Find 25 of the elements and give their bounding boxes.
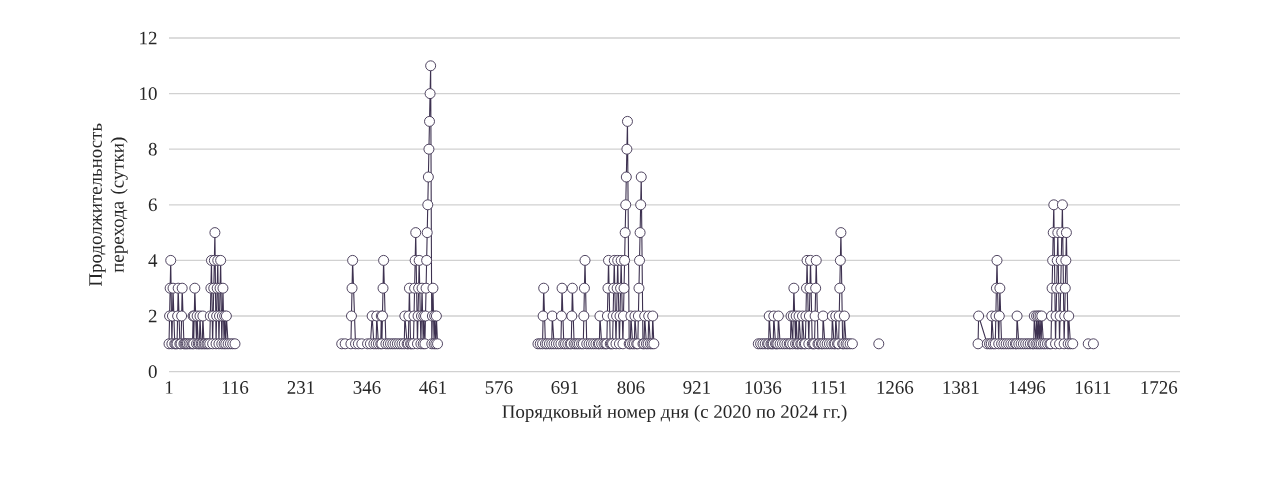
y-tick-label: 10 [140, 87, 157, 100]
x-tick-label: 1266 [877, 381, 914, 394]
y-tick-label: 0 [148, 365, 157, 378]
x-tick-label: 1 [165, 381, 173, 394]
x-tick-label: 1726 [1141, 381, 1178, 394]
x-tick-label: 1496 [1009, 381, 1046, 394]
y-tick-label: 8 [148, 142, 157, 156]
y-tick-label: 2 [148, 309, 157, 323]
x-tick-label: 1381 [943, 381, 979, 394]
x-tick-label: 1151 [811, 381, 847, 394]
x-tick-label: 921 [683, 381, 710, 394]
x-axis-title: Порядковый номер дня (с 2020 по 2024 гг.) [502, 404, 847, 422]
y-tick-label: 6 [148, 198, 157, 212]
x-tick-label: 116 [222, 381, 249, 394]
x-tick-label: 231 [287, 381, 315, 394]
x-tick-label: 691 [551, 381, 578, 394]
x-tick-label: 346 [353, 381, 381, 394]
x-tick-label: 576 [485, 381, 513, 394]
x-tick-label: 806 [617, 381, 645, 394]
y-axis-title: Продолжительность перехода (сутки) [89, 123, 128, 287]
x-tick-label: 1611 [1075, 381, 1111, 394]
y-tick-label: 12 [140, 31, 157, 45]
y-tick-label: 4 [148, 254, 158, 267]
x-tick-label: 461 [419, 381, 447, 394]
x-tick-label: 1036 [745, 381, 782, 394]
